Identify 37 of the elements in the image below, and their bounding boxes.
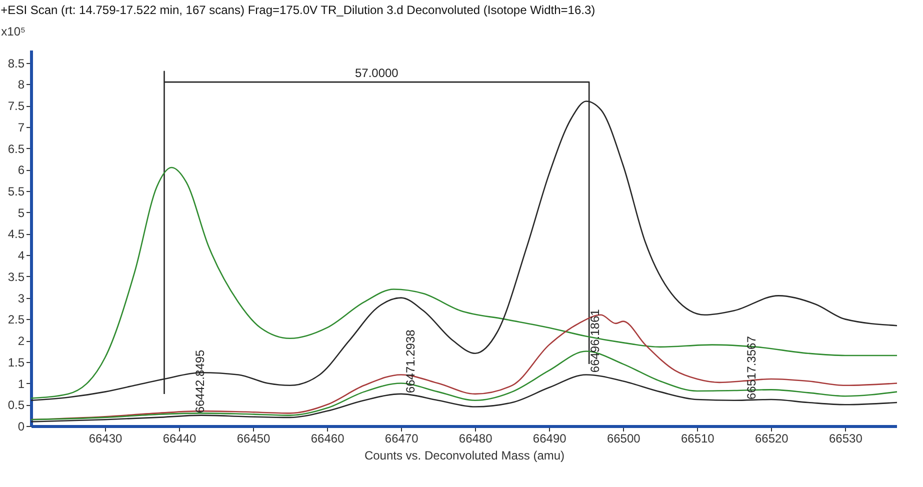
y-tick-label: 1.5 <box>8 355 25 370</box>
y-tick-label: 8.5 <box>8 56 25 70</box>
y-tick-label: 1 <box>18 376 25 391</box>
x-axis-title: Counts vs. Deconvoluted Mass (amu) <box>364 448 565 462</box>
y-axis-title: x10⁵ <box>1 24 26 38</box>
x-tick-label: 66490 <box>532 432 567 446</box>
annotation: 66517.3567 <box>744 336 759 400</box>
annotation: 66442.8495 <box>193 349 208 414</box>
x-tick-label: 66480 <box>458 432 493 446</box>
x-tick-label: 66440 <box>162 432 197 446</box>
y-tick-label: 0.5 <box>8 398 25 412</box>
y-tick-label: 4 <box>18 248 25 263</box>
annotation: 66471.2938 <box>404 329 418 394</box>
x-tick-label: 66430 <box>88 432 123 446</box>
annotation: 66496.1861 <box>588 308 602 373</box>
y-tick-label: 0 <box>18 420 25 434</box>
y-tick-label: 5.5 <box>8 184 25 198</box>
y-tick-label: 4.5 <box>8 227 25 242</box>
y-tick-label: 5 <box>18 206 25 220</box>
x-tick-label: 66510 <box>680 432 715 446</box>
x-tick-label: 66500 <box>606 432 641 446</box>
x-tick-label: 66470 <box>384 432 419 446</box>
y-tick-label: 3 <box>18 291 25 306</box>
x-tick-label: 66460 <box>310 432 345 446</box>
y-tick-label: 7.5 <box>8 99 25 114</box>
chart-title: +ESI Scan (rt: 14.759-17.522 min, 167 scans) Frag=175.0V TR_Dilution 3.d Deconvoluted (Isotope Width=16.3) <box>0 3 596 17</box>
y-tick-label: 2.5 <box>8 312 25 327</box>
y-tick-label: 7 <box>18 120 25 134</box>
y-tick-label: 8 <box>18 78 25 92</box>
y-tick-label: 3.5 <box>8 270 25 284</box>
x-tick-label: 66530 <box>829 432 863 446</box>
y-tick-label: 6 <box>18 163 25 178</box>
x-tick-label: 66450 <box>236 432 271 446</box>
y-tick-label: 2 <box>18 334 25 348</box>
annotation: 57.0000 <box>354 66 399 80</box>
x-tick-label: 66520 <box>754 432 789 446</box>
y-tick-label: 6.5 <box>8 142 25 156</box>
